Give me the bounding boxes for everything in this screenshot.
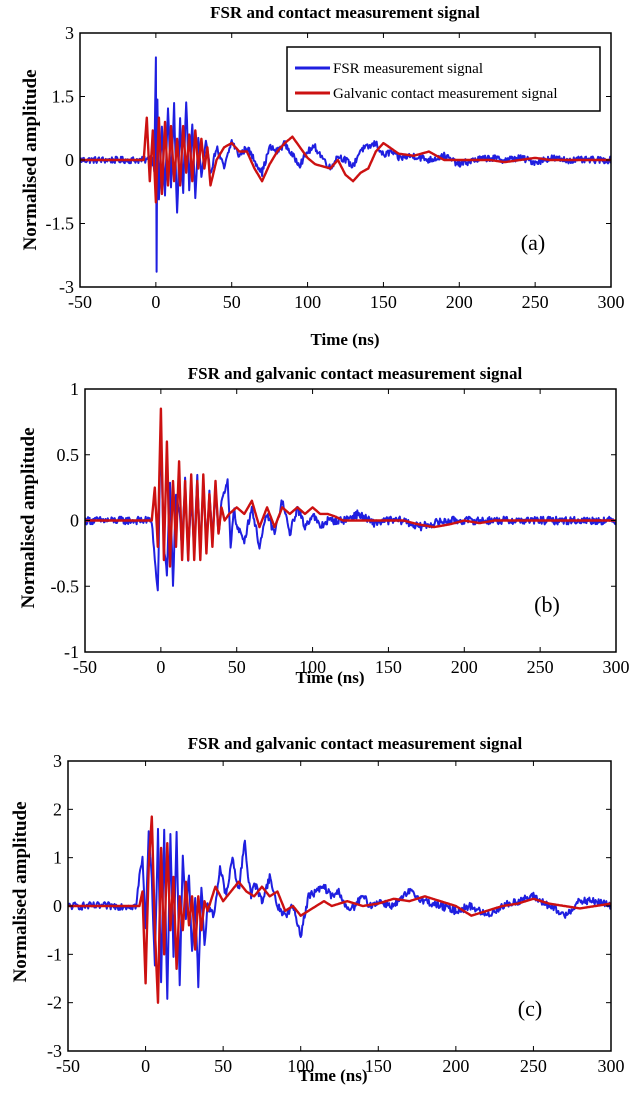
legend: FSR measurement signal Galvanic contact … [286, 46, 601, 112]
panel-b: FSR and galvanic contact measurement sig… [18, 364, 630, 687]
panel-a-xtick-label: 200 [446, 292, 473, 312]
panel-a-xtick-label: 300 [598, 292, 625, 312]
panel-a-xtick-label: 100 [294, 292, 321, 312]
panel-a-xtick-label: 50 [223, 292, 241, 312]
panel-b-ytick-label: 0.5 [57, 445, 80, 465]
panel-a: FSR and contact measurement signal -50 0 5… [20, 3, 625, 349]
panel-a-ytick-label: -1.5 [46, 214, 75, 234]
panel-a-xtick-label: 150 [370, 292, 397, 312]
panel-a-series-galvanic [80, 116, 611, 204]
panel-b-title: FSR and galvanic contact measurement sig… [188, 364, 523, 383]
panel-b-series-fsr [85, 428, 616, 592]
panel-a-xtick-label: -50 [68, 292, 92, 312]
panel-c-xtick-label: 250 [520, 1056, 547, 1076]
panel-a-series-fsr [80, 56, 611, 273]
panel-c-ytick-label: 3 [53, 751, 62, 771]
panel-c-label: (c) [518, 996, 542, 1021]
panel-a-plot: -50 0 50 100 150 200 250 300 3 1.5 0 -1.5 -3 [46, 23, 625, 312]
panel-a-label: (a) [521, 230, 545, 255]
panel-b-xtick-label: 0 [156, 657, 165, 677]
panel-c-ytick-label: -1 [47, 944, 62, 964]
panel-c: FSR and galvanic contact measurement sig… [10, 734, 625, 1085]
panel-c-ytick-label: 1 [53, 848, 62, 868]
panel-c-xtick-label: -50 [56, 1056, 80, 1076]
panel-b-xtick-label: 100 [299, 657, 326, 677]
panel-b-ytick-label: 0 [70, 511, 79, 531]
panel-a-ytick-label: -3 [59, 277, 74, 297]
legend-box [286, 46, 601, 112]
panel-a-xlabel: Time (ns) [310, 330, 379, 349]
panel-c-xtick-label: 300 [598, 1056, 625, 1076]
panel-b-xlabel: Time (ns) [295, 668, 364, 687]
panel-a-ylabel: Normalised amplitude [20, 69, 41, 250]
panel-b-xtick-label: 200 [451, 657, 478, 677]
panel-b-ytick-label: -1 [64, 642, 79, 662]
panel-b-ytick-label: -0.5 [51, 576, 80, 596]
panel-c-ylabel: Normalised amplitude [10, 801, 31, 982]
panel-b-plot: -50 0 50 100 150 200 250 300 1 0.5 0 -0.5 -1 [51, 379, 630, 677]
panel-c-plot: -50 0 50 100 150 200 250 300 3 2 1 0 -1 -2 -3 [47, 751, 625, 1076]
panel-c-series-galvanic [68, 815, 611, 1004]
panel-a-xtick-label: 250 [522, 292, 549, 312]
panel-c-xtick-label: 0 [141, 1056, 150, 1076]
panel-b-label: (b) [534, 592, 560, 617]
panel-b-xtick-label: 150 [375, 657, 402, 677]
panel-a-ytick-label: 3 [65, 23, 74, 43]
panel-b-ylabel: Normalised amplitude [18, 427, 39, 608]
panel-c-title: FSR and galvanic contact measurement sig… [188, 734, 523, 753]
panel-c-xlabel: Time (ns) [298, 1066, 367, 1085]
panel-c-xtick-label: 200 [442, 1056, 469, 1076]
panel-b-ytick-label: 1 [70, 379, 79, 399]
panel-c-xtick-label: 50 [214, 1056, 232, 1076]
panel-c-ytick-label: 0 [53, 896, 62, 916]
legend-galvanic-label: Galvanic contact measurement signal [333, 86, 558, 102]
panel-b-xtick-label: -50 [73, 657, 97, 677]
panel-c-series-fsr [68, 827, 611, 1000]
panel-a-xtick-label: 0 [151, 292, 160, 312]
panel-c-ytick-label: -2 [47, 993, 62, 1013]
panel-a-title: FSR and contact measurement signal [210, 3, 480, 22]
panel-b-xtick-label: 50 [228, 657, 246, 677]
legend-fsr-label: FSR measurement signal [333, 61, 483, 77]
panel-a-ytick-label: 1.5 [52, 87, 75, 107]
panel-c-xtick-label: 150 [365, 1056, 392, 1076]
panel-b-series-galvanic [85, 407, 616, 568]
panel-c-ytick-label: 2 [53, 799, 62, 819]
panel-c-ytick-label: -3 [47, 1041, 62, 1061]
panel-b-xtick-label: 300 [603, 657, 630, 677]
panel-b-xtick-label: 250 [527, 657, 554, 677]
panel-c-xtick-label: 100 [287, 1056, 314, 1076]
panel-a-ytick-label: 0 [65, 150, 74, 170]
